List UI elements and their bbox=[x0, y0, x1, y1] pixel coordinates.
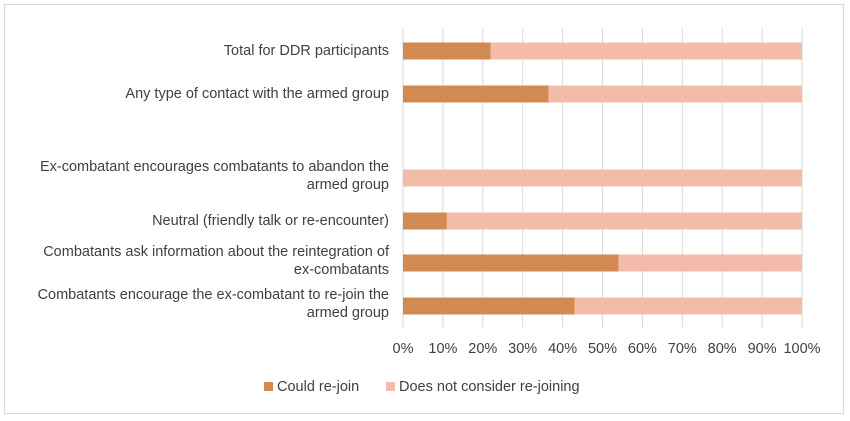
bar-does-not-consider bbox=[490, 42, 802, 60]
bar-could-rejoin bbox=[403, 254, 619, 272]
bar-does-not-consider bbox=[446, 212, 802, 230]
bar-does-not-consider bbox=[574, 297, 802, 315]
legend-label-could-rejoin: Could re-join bbox=[277, 379, 359, 395]
legend-swatch-could-rejoin bbox=[264, 382, 273, 391]
x-tick-label: 70% bbox=[668, 341, 697, 357]
bar-could-rejoin bbox=[403, 212, 447, 230]
x-axis-ticks: 0% 10% 20% 30% 40% 50% 60% 70% 80% 90% 100% bbox=[393, 341, 821, 357]
x-tick-label: 20% bbox=[468, 341, 497, 357]
category-label: Combatants ask information about the rei… bbox=[43, 244, 390, 260]
x-tick-label: 50% bbox=[588, 341, 617, 357]
chart-frame bbox=[4, 4, 844, 414]
legend-label-does-not-consider: Does not consider re-joining bbox=[399, 379, 580, 395]
category-label: Neutral (friendly talk or re-encounter) bbox=[152, 213, 389, 229]
category-label: Ex-combatant encourages combatants to ab… bbox=[40, 159, 389, 175]
category-label: ex-combatants bbox=[294, 262, 389, 278]
x-tick-label: 0% bbox=[393, 341, 414, 357]
bar-could-rejoin bbox=[403, 297, 575, 315]
legend-swatch-does-not-consider bbox=[386, 382, 395, 391]
legend: Could re-join Does not consider re-joinin… bbox=[264, 379, 580, 395]
x-tick-label: 60% bbox=[628, 341, 657, 357]
category-label: Combatants encourage the ex-combatant to… bbox=[38, 287, 389, 303]
bar-could-rejoin bbox=[403, 42, 491, 60]
category-label: Total for DDR participants bbox=[224, 43, 389, 59]
x-tick-label: 90% bbox=[748, 341, 777, 357]
bar-does-not-consider bbox=[548, 85, 802, 103]
category-label: armed group bbox=[307, 177, 389, 193]
bar-does-not-consider bbox=[403, 169, 802, 187]
bars bbox=[403, 42, 802, 315]
bar-does-not-consider bbox=[618, 254, 802, 272]
category-label: armed group bbox=[307, 305, 389, 321]
x-tick-label: 100% bbox=[783, 341, 820, 357]
category-label: Any type of contact with the armed group bbox=[125, 86, 389, 102]
x-tick-label: 30% bbox=[508, 341, 537, 357]
x-tick-label: 40% bbox=[548, 341, 577, 357]
bar-could-rejoin bbox=[403, 85, 549, 103]
category-labels: Total for DDR participants Any type of co… bbox=[38, 43, 390, 321]
x-tick-label: 10% bbox=[428, 341, 457, 357]
x-tick-label: 80% bbox=[708, 341, 737, 357]
